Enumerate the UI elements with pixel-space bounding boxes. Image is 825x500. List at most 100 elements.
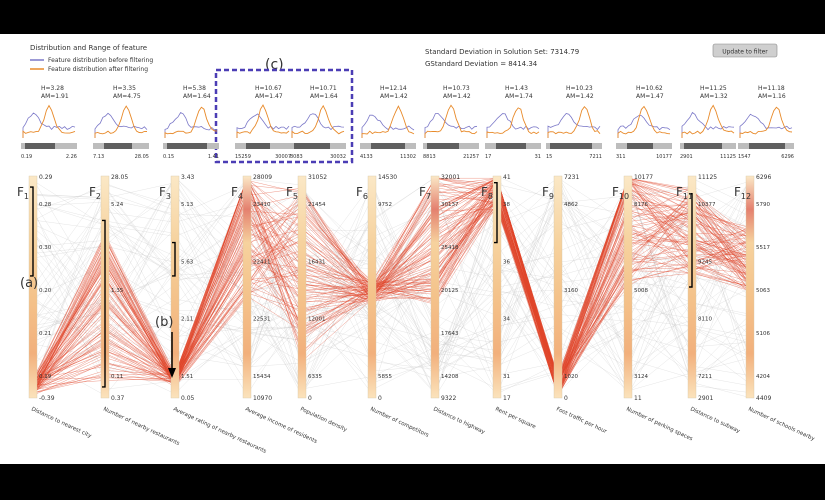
context-line	[32, 187, 751, 380]
axis-heatmap-strip[interactable]	[170, 175, 180, 399]
axis-tick-label: 3124	[634, 374, 648, 380]
brush-selection[interactable]	[494, 181, 498, 244]
range-slider[interactable]	[104, 143, 132, 149]
highlight-box-c	[214, 68, 354, 164]
axis-tick-label: 22531	[253, 317, 271, 323]
context-line	[32, 180, 751, 396]
range-min-label: 2901	[680, 154, 693, 160]
axis-label: F5	[286, 185, 298, 201]
kde-after-curve	[486, 107, 540, 138]
context-line	[32, 177, 751, 392]
update-filter-button[interactable]: Update to filter	[712, 43, 778, 58]
legend-before-label: Feature distribution before filtering	[48, 57, 153, 64]
axis-max-label: 41	[503, 174, 511, 181]
kde-after-curve	[424, 104, 478, 138]
axis-max-label: 14530	[378, 174, 397, 181]
axis-heatmap-strip[interactable]	[492, 175, 502, 399]
context-line	[32, 182, 751, 374]
axis-heatmap-strip[interactable]	[623, 175, 633, 399]
filtered-line	[32, 177, 751, 393]
axis-heatmap-strip[interactable]	[367, 175, 377, 399]
context-line	[32, 192, 751, 386]
axis-heatmap-strip[interactable]	[745, 175, 755, 399]
stat-h: H=10.67	[255, 85, 282, 92]
range-max-label: 21257	[463, 154, 479, 160]
stat-am: AM=1.16	[758, 93, 786, 100]
axis-tick-label: 4204	[756, 374, 770, 380]
brush-selection[interactable]	[172, 241, 176, 277]
range-min-label: 8813	[423, 154, 436, 160]
range-slider[interactable]	[167, 143, 207, 149]
axis-min-label: -0.39	[39, 395, 55, 402]
range-slider[interactable]	[550, 143, 592, 149]
brush-selection[interactable]	[102, 219, 106, 388]
panel-title: Distribution and Range of feature	[30, 44, 147, 52]
range-slider[interactable]	[749, 143, 785, 149]
feature-name-label: Population density	[299, 406, 348, 433]
axis-tick-label: 0.11	[111, 374, 123, 380]
axis-tick-label: 6335	[308, 374, 322, 380]
axis-tick-label: 7211	[698, 374, 712, 380]
range-slider[interactable]	[294, 143, 330, 149]
range-min-label: 0.15	[163, 154, 174, 160]
update-filter-button-label: Update to filter	[722, 49, 768, 56]
kde-after-curve	[94, 105, 148, 138]
annotation-b-arrowhead	[168, 368, 176, 378]
range-slider[interactable]	[371, 143, 405, 149]
axis-tick-label: 12001	[308, 317, 326, 323]
context-line	[32, 183, 751, 341]
range-max-label: 28.05	[135, 154, 149, 160]
stat-am: AM=1.74	[505, 93, 533, 100]
feature-name-label: Number of parking spaces	[625, 406, 693, 442]
range-slider[interactable]	[627, 143, 653, 149]
axis-tick-label: 5.13	[181, 202, 194, 208]
axis-min-label: 0	[378, 395, 382, 402]
brush-selection[interactable]	[689, 193, 693, 288]
axis-max-label: 6296	[756, 174, 771, 181]
range-slider[interactable]	[427, 143, 459, 149]
range-min-label: 4133	[360, 154, 373, 160]
axis-tick-label: 30137	[441, 202, 459, 208]
kde-before-curve	[291, 113, 345, 138]
axis-label: F2	[89, 185, 101, 201]
filtered-line	[32, 177, 751, 384]
stat-h: H=1.43	[505, 85, 528, 92]
range-slider[interactable]	[684, 143, 722, 149]
filtered-line	[32, 189, 751, 391]
axis-min-label: 17	[503, 395, 511, 402]
context-line	[32, 176, 751, 301]
axis-heatmap-strip[interactable]	[28, 175, 38, 399]
stat-h: H=5.38	[183, 85, 206, 92]
axis-heatmap-strip[interactable]	[553, 175, 563, 399]
axis-tick-label: 36	[503, 259, 510, 265]
range-min-label: 311	[616, 154, 626, 160]
range-slider[interactable]	[246, 143, 270, 149]
filtered-line	[32, 195, 751, 396]
range-slider[interactable]	[25, 143, 55, 149]
axis-heatmap-strip[interactable]	[430, 175, 440, 399]
range-max-label: 11302	[400, 154, 416, 160]
annotation-a: (a)	[20, 276, 38, 291]
brush-selection[interactable]	[30, 186, 34, 277]
stat-am: AM=1.64	[310, 93, 338, 100]
stat-am: AM=4.75	[113, 93, 141, 100]
stat-h: H=11.25	[700, 85, 727, 92]
kde-after-curve	[739, 106, 793, 138]
stat-am: AM=1.42	[443, 93, 471, 100]
range-slider[interactable]	[496, 143, 526, 149]
range-max-label: 7211	[589, 154, 602, 160]
axis-tick-label: 3160	[564, 288, 578, 294]
axis-heatmap-strip[interactable]	[242, 175, 252, 399]
axis-max-label: 28009	[253, 174, 272, 181]
range-max-label: 30032	[330, 154, 346, 160]
axis-tick-label: 0.28	[39, 202, 52, 208]
feature-name-label: Rent per square	[494, 406, 537, 430]
range-max-label: 1.41	[208, 154, 219, 160]
axis-heatmap-strip[interactable]	[297, 175, 307, 399]
context-line	[32, 177, 751, 385]
axis-tick-label: 17643	[441, 331, 459, 337]
